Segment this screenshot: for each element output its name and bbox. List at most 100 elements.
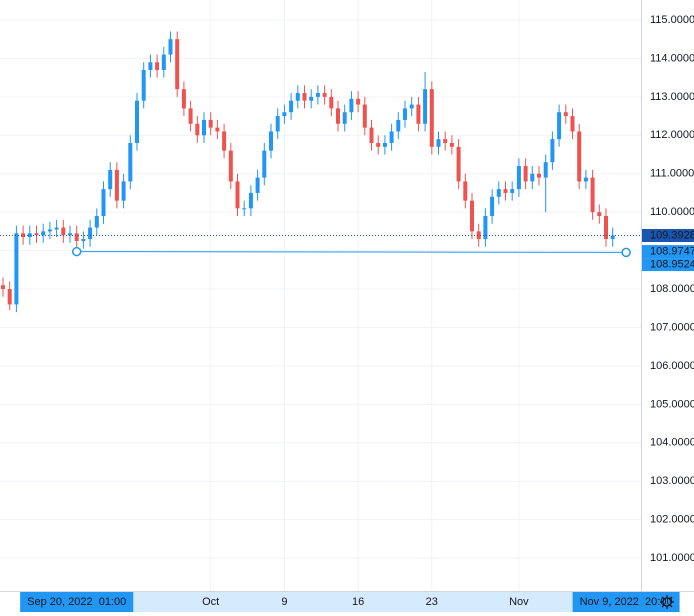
y-tick-label: 114.0000: [650, 52, 694, 64]
candle-body: [577, 131, 582, 182]
candle-body: [516, 166, 521, 190]
candle-body: [242, 208, 247, 210]
x-tick-label: 16: [352, 596, 364, 608]
last-price-label: 109.3928: [650, 229, 694, 241]
candle-body: [302, 93, 307, 101]
candle-body: [188, 108, 193, 124]
candle-body: [356, 98, 361, 105]
candle-body: [483, 216, 488, 240]
y-tick-label: 107.0000: [650, 321, 694, 333]
candle-body: [336, 108, 340, 124]
y-tick-label: 105.0000: [650, 398, 694, 410]
candle-body: [101, 189, 106, 217]
candle-body: [443, 139, 448, 143]
candle-body: [275, 116, 280, 132]
candle-body: [382, 142, 387, 147]
candle-body: [269, 131, 273, 151]
candle-body: [490, 196, 495, 217]
candle-body: [389, 131, 394, 143]
candle-body: [108, 169, 113, 190]
candle-body: [161, 54, 166, 70]
trend-end-label: 108.9524: [650, 258, 694, 270]
y-tick-label: 110.0000: [650, 206, 694, 218]
y-tick-label: 113.0000: [650, 91, 694, 103]
candle-body: [570, 116, 575, 132]
candle-body: [168, 39, 173, 55]
settings-button[interactable]: [660, 595, 674, 609]
candle-body: [557, 112, 562, 140]
candle-body: [175, 39, 180, 90]
candle-body: [54, 227, 59, 230]
candle-body: [148, 62, 153, 70]
candle-body: [362, 104, 367, 128]
candle-body: [7, 289, 12, 305]
candle-body: [94, 216, 99, 228]
candle-body: [228, 150, 233, 182]
candle-body: [34, 233, 39, 236]
candle-body: [248, 192, 253, 209]
candle-body: [369, 127, 374, 143]
trend-handle: [71, 246, 82, 257]
candle-body: [470, 200, 474, 232]
candle-body: [21, 233, 26, 238]
candle-body: [222, 131, 227, 151]
candle-body: [322, 93, 327, 97]
x-tick-label: Oct: [202, 596, 219, 608]
y-tick-label: 111.0000: [650, 168, 694, 180]
candle-body: [610, 235, 615, 240]
candle-body: [81, 239, 86, 241]
y-tick-label: 112.0000: [650, 129, 694, 141]
candle-body: [396, 119, 401, 132]
y-tick-label: 104.0000: [650, 437, 694, 449]
trend-start-label: 108.9747: [650, 245, 694, 257]
candle-body: [14, 233, 19, 305]
candle-body: [416, 104, 421, 124]
y-tick-label: 108.0000: [650, 283, 694, 295]
candle-body: [74, 233, 79, 241]
candle-body: [456, 146, 461, 182]
candle-body: [510, 189, 515, 193]
candle-body: [235, 181, 240, 209]
candle-body: [295, 93, 300, 101]
y-tick-label: 106.0000: [650, 360, 694, 372]
y-tick-label: 103.0000: [650, 475, 694, 487]
plot: [0, 31, 641, 313]
candle-body: [88, 227, 93, 240]
candle-body: [342, 112, 347, 124]
x-tick-label: 23: [426, 596, 438, 608]
candle-body: [282, 112, 287, 117]
candle-body: [429, 89, 434, 147]
candle-body: [496, 189, 501, 197]
x-tick-label: 9: [281, 596, 287, 608]
y-tick-label: 101.0000: [650, 552, 694, 564]
candle-body: [503, 189, 508, 193]
candle-body: [208, 119, 213, 128]
trend-end-label-bg: [642, 258, 694, 272]
candle-body: [47, 229, 52, 232]
axes: 101.0000 102.0000 103.0000 104.0000 105.0000…: [20, 14, 694, 612]
candle-body: [135, 100, 139, 143]
candle-body: [155, 62, 160, 70]
selection-band: [76, 592, 627, 612]
grid: [0, 0, 641, 591]
gear-teeth: [660, 595, 674, 609]
y-tick-label: 115.0000: [650, 14, 694, 26]
candle-body: [1, 285, 5, 290]
candle-body: [349, 98, 354, 113]
candle-body: [41, 231, 46, 236]
candle-body: [262, 150, 267, 178]
candle-body: [121, 181, 126, 201]
candle-body: [181, 89, 186, 109]
candle-body: [309, 96, 314, 101]
candle-body: [255, 177, 260, 193]
candle-body: [550, 139, 555, 163]
candle-body: [68, 233, 72, 236]
candle-body: [604, 216, 608, 240]
x-highlight-label-bg: [20, 592, 134, 612]
candle-body: [423, 89, 428, 124]
x-highlight-label-bg: [572, 592, 680, 612]
candle-body: [215, 127, 220, 132]
candle-body: [376, 142, 381, 147]
